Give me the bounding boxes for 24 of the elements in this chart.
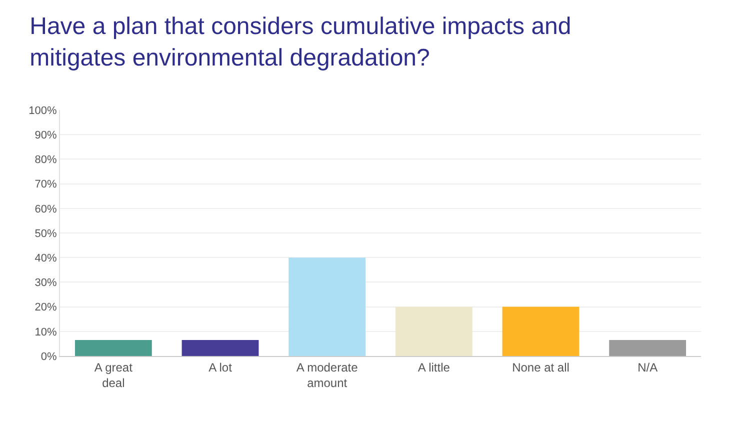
bar bbox=[182, 340, 259, 356]
x-tick-label: A moderate amount bbox=[296, 360, 358, 390]
x-tick-label: None at all bbox=[512, 360, 570, 374]
y-tick-label: 40% bbox=[34, 252, 58, 264]
y-tick-label: 100% bbox=[28, 104, 58, 117]
bar bbox=[288, 258, 366, 356]
bar bbox=[502, 306, 580, 356]
y-tick-label: 30% bbox=[34, 277, 58, 290]
x-tick-label: A lot bbox=[208, 360, 233, 374]
x-tick-label: A great deal bbox=[94, 360, 134, 390]
y-tick-label: 60% bbox=[34, 203, 58, 216]
bar bbox=[74, 340, 152, 356]
y-tick-label: 90% bbox=[34, 129, 58, 142]
y-tick-label: 80% bbox=[34, 154, 58, 166]
x-tick-label: A little bbox=[418, 360, 450, 374]
bar bbox=[609, 340, 686, 356]
y-tick-label: 50% bbox=[34, 228, 58, 240]
chart-title: Have a plan that considers cumulative impacts and mitigates environmental degradation? bbox=[30, 13, 572, 72]
x-tick-label: N/A bbox=[638, 360, 658, 374]
y-tick-label: 0% bbox=[40, 350, 58, 363]
y-tick-label: 70% bbox=[34, 178, 58, 191]
y-tick-label: 10% bbox=[34, 326, 58, 338]
y-tick-label: 20% bbox=[34, 302, 58, 314]
bar bbox=[395, 306, 472, 356]
